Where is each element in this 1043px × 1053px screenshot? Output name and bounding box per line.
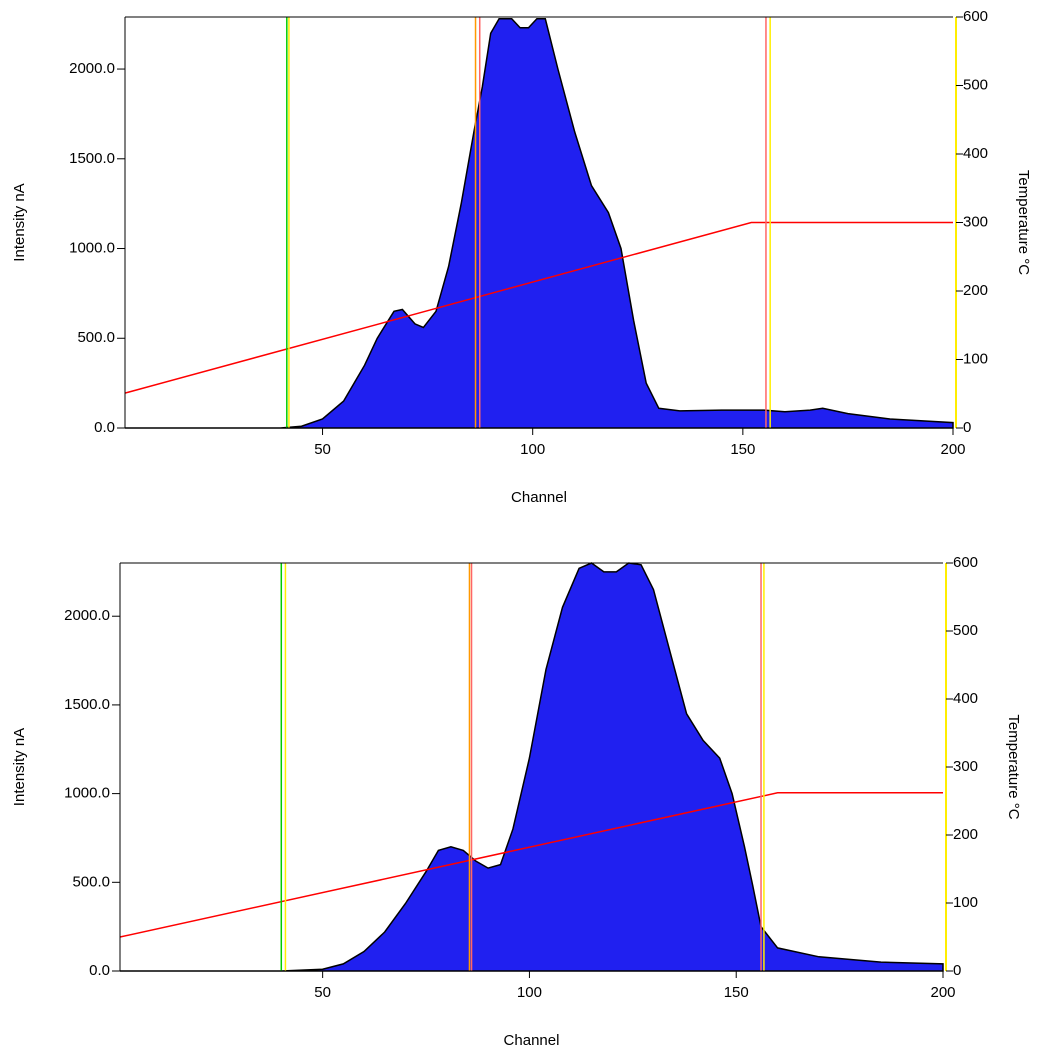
x-tick-label: 150 xyxy=(724,984,749,1001)
y-tick-label: 0.0 xyxy=(89,962,110,979)
y-tick-label: 1000.0 xyxy=(69,239,115,256)
x-tick-label: 200 xyxy=(940,441,965,458)
y2-tick-label: 500 xyxy=(963,76,988,93)
temperature-line xyxy=(124,221,953,394)
y-axis-label: Intensity nA xyxy=(11,183,28,261)
intensity-area xyxy=(125,18,954,429)
y-tick-label: 500.0 xyxy=(72,873,110,890)
y-tick-label: 1500.0 xyxy=(69,150,115,167)
y-tick-label: 1000.0 xyxy=(64,785,110,802)
y2-tick-label: 600 xyxy=(963,8,988,25)
y2-tick-label: 500 xyxy=(953,622,978,639)
y-tick-label: 2000.0 xyxy=(69,60,115,77)
x-tick-label: 50 xyxy=(314,441,331,458)
x-tick-label: 150 xyxy=(730,441,755,458)
y2-tick-label: 300 xyxy=(963,213,988,230)
temperature-line xyxy=(119,792,943,938)
y2-tick-label: 0 xyxy=(963,419,971,436)
x-tick-label: 50 xyxy=(314,984,331,1001)
x-axis-label: Channel xyxy=(504,1032,560,1049)
y2-axis-label: Temperature °C xyxy=(1005,714,1022,819)
y2-tick-label: 400 xyxy=(963,145,988,162)
y2-tick-label: 300 xyxy=(953,758,978,775)
y-axis-label: Intensity nA xyxy=(11,728,28,806)
y2-axis-label: Temperature °C xyxy=(1015,170,1032,275)
y-tick-label: 0.0 xyxy=(94,419,115,436)
x-tick-label: 200 xyxy=(930,984,955,1001)
y2-tick-label: 200 xyxy=(953,826,978,843)
y-tick-label: 2000.0 xyxy=(64,607,110,624)
y-tick-label: 1500.0 xyxy=(64,696,110,713)
y2-tick-label: 600 xyxy=(953,554,978,571)
y-tick-label: 500.0 xyxy=(77,329,115,346)
y2-tick-label: 0 xyxy=(953,962,961,979)
x-tick-label: 100 xyxy=(520,441,545,458)
y2-tick-label: 400 xyxy=(953,690,978,707)
y2-tick-label: 100 xyxy=(953,894,978,911)
x-tick-label: 100 xyxy=(517,984,542,1001)
y2-tick-label: 200 xyxy=(963,282,988,299)
y2-tick-label: 100 xyxy=(963,350,988,367)
x-axis-label: Channel xyxy=(511,489,567,506)
